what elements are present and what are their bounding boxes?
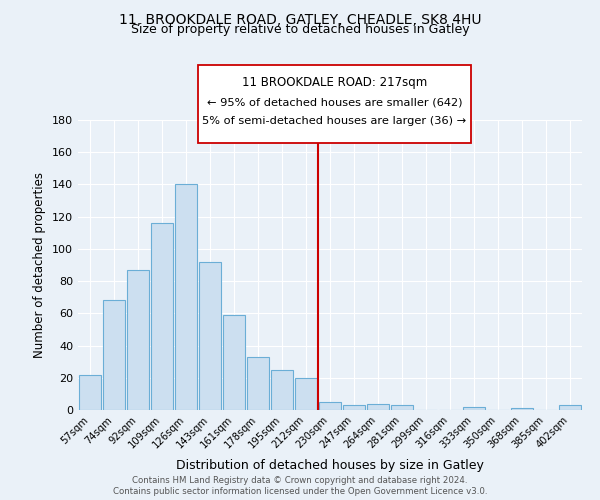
Text: Contains public sector information licensed under the Open Government Licence v3: Contains public sector information licen… xyxy=(113,488,487,496)
Bar xyxy=(295,378,317,410)
X-axis label: Distribution of detached houses by size in Gatley: Distribution of detached houses by size … xyxy=(176,459,484,472)
Bar xyxy=(367,404,389,410)
Bar xyxy=(247,357,269,410)
Bar xyxy=(511,408,533,410)
Bar xyxy=(127,270,149,410)
Text: ← 95% of detached houses are smaller (642): ← 95% of detached houses are smaller (64… xyxy=(207,98,462,108)
Bar xyxy=(391,405,413,410)
Bar xyxy=(223,315,245,410)
Bar xyxy=(319,402,341,410)
Bar xyxy=(343,405,365,410)
Bar xyxy=(463,407,485,410)
Bar xyxy=(79,374,101,410)
Text: Size of property relative to detached houses in Gatley: Size of property relative to detached ho… xyxy=(131,22,469,36)
Bar xyxy=(559,405,581,410)
Text: 11 BROOKDALE ROAD: 217sqm: 11 BROOKDALE ROAD: 217sqm xyxy=(242,76,427,89)
Bar xyxy=(151,223,173,410)
Bar xyxy=(271,370,293,410)
Text: Contains HM Land Registry data © Crown copyright and database right 2024.: Contains HM Land Registry data © Crown c… xyxy=(132,476,468,485)
Y-axis label: Number of detached properties: Number of detached properties xyxy=(34,172,46,358)
Text: 11, BROOKDALE ROAD, GATLEY, CHEADLE, SK8 4HU: 11, BROOKDALE ROAD, GATLEY, CHEADLE, SK8… xyxy=(119,12,481,26)
Bar xyxy=(199,262,221,410)
Bar xyxy=(103,300,125,410)
Bar xyxy=(175,184,197,410)
Text: 5% of semi-detached houses are larger (36) →: 5% of semi-detached houses are larger (3… xyxy=(202,116,467,126)
